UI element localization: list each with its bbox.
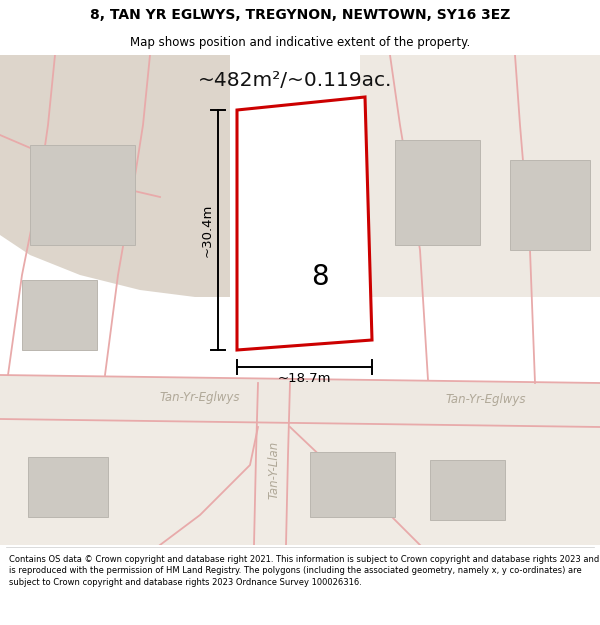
Polygon shape [237, 97, 372, 350]
Text: Map shows position and indicative extent of the property.: Map shows position and indicative extent… [130, 36, 470, 49]
Bar [248, 125, 353, 240]
Bar [430, 460, 505, 520]
Text: Tan-Yr-Eglwys: Tan-Yr-Eglwys [445, 394, 526, 406]
Text: 8, TAN YR EGLWYS, TREGYNON, NEWTOWN, SY16 3EZ: 8, TAN YR EGLWYS, TREGYNON, NEWTOWN, SY1… [90, 8, 510, 22]
Text: Tan-Yr-Eglwys: Tan-Yr-Eglwys [160, 391, 241, 404]
Text: ~30.4m: ~30.4m [201, 203, 214, 257]
Polygon shape [0, 55, 230, 297]
Bar [30, 145, 135, 245]
Bar [510, 160, 590, 250]
Polygon shape [360, 55, 600, 297]
Text: 8: 8 [311, 263, 329, 291]
Polygon shape [0, 419, 600, 545]
Bar [310, 452, 395, 517]
Text: ~482m²/~0.119ac.: ~482m²/~0.119ac. [198, 71, 392, 90]
Bar [22, 280, 97, 350]
Bar [395, 140, 480, 245]
Bar [28, 457, 108, 517]
Text: Contains OS data © Crown copyright and database right 2021. This information is : Contains OS data © Crown copyright and d… [9, 554, 599, 588]
Text: ~18.7m: ~18.7m [278, 372, 331, 385]
Polygon shape [0, 375, 600, 427]
Text: Tan-Y-Llan: Tan-Y-Llan [268, 441, 281, 499]
